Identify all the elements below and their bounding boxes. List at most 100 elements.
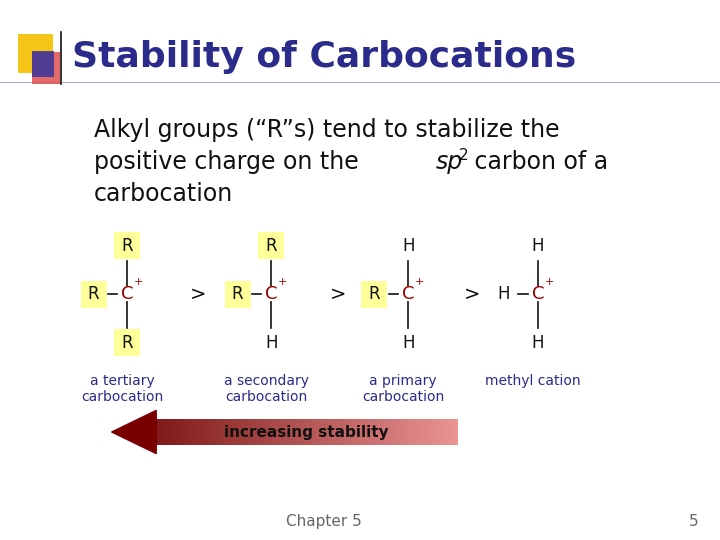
Bar <box>324 419 328 445</box>
Bar <box>354 419 358 445</box>
Bar <box>258 232 284 259</box>
Bar <box>259 419 262 445</box>
Bar <box>294 419 297 445</box>
Bar <box>171 419 174 445</box>
Bar <box>282 419 285 445</box>
Bar <box>317 419 320 445</box>
Text: H: H <box>265 334 278 352</box>
Text: 2: 2 <box>459 148 469 163</box>
Text: Chapter 5: Chapter 5 <box>286 514 362 529</box>
Bar <box>300 419 302 445</box>
Bar <box>349 419 353 445</box>
Text: a primary: a primary <box>369 374 437 388</box>
Text: carbocation: carbocation <box>81 390 163 404</box>
Bar <box>202 419 204 445</box>
Bar <box>186 419 189 445</box>
Bar <box>194 419 197 445</box>
Bar <box>425 419 428 445</box>
Bar <box>357 419 360 445</box>
Bar <box>450 419 453 445</box>
Bar <box>174 419 177 445</box>
Text: Stability of Carbocations: Stability of Carbocations <box>72 40 576 73</box>
Text: R: R <box>369 285 380 303</box>
Bar <box>261 419 265 445</box>
Bar <box>387 419 390 445</box>
Bar <box>163 419 167 445</box>
Bar <box>395 419 397 445</box>
Bar <box>227 419 230 445</box>
Bar <box>390 419 392 445</box>
Bar <box>224 419 228 445</box>
Bar <box>292 419 295 445</box>
Bar <box>305 419 307 445</box>
Bar <box>219 419 222 445</box>
Bar <box>455 419 458 445</box>
Bar <box>302 419 305 445</box>
Bar <box>377 419 380 445</box>
Text: R: R <box>88 285 99 303</box>
Bar <box>332 419 335 445</box>
Bar <box>374 419 378 445</box>
Bar <box>229 419 232 445</box>
Bar <box>420 419 423 445</box>
Bar <box>232 419 235 445</box>
Text: carbocation: carbocation <box>225 390 307 404</box>
Bar <box>284 419 287 445</box>
Text: H: H <box>498 285 510 303</box>
Bar <box>442 419 446 445</box>
Bar <box>297 419 300 445</box>
Bar <box>392 419 395 445</box>
Bar <box>209 419 212 445</box>
Bar <box>367 419 370 445</box>
Bar <box>427 419 431 445</box>
Bar <box>246 419 250 445</box>
Bar <box>256 419 260 445</box>
Bar <box>179 419 182 445</box>
Bar <box>372 419 375 445</box>
Text: +: + <box>415 278 425 287</box>
Bar <box>271 419 275 445</box>
Text: carbocation: carbocation <box>94 183 233 206</box>
Bar <box>440 419 443 445</box>
Bar <box>412 419 415 445</box>
Bar <box>344 419 348 445</box>
Bar <box>397 419 400 445</box>
Bar <box>114 329 140 356</box>
Text: +: + <box>134 278 144 287</box>
Bar <box>236 419 240 445</box>
Bar <box>407 419 410 445</box>
Bar <box>329 419 333 445</box>
Bar <box>189 419 192 445</box>
Bar <box>400 419 402 445</box>
Text: positive charge on the: positive charge on the <box>94 150 366 174</box>
Bar <box>307 419 310 445</box>
Bar <box>432 419 436 445</box>
Bar <box>334 419 338 445</box>
Bar <box>192 419 194 445</box>
Bar <box>361 281 387 308</box>
Bar <box>437 419 441 445</box>
Bar <box>156 419 159 445</box>
Text: C: C <box>531 285 544 303</box>
Text: R: R <box>266 237 277 255</box>
Bar <box>337 419 340 445</box>
Text: carbon of a: carbon of a <box>467 150 608 174</box>
Text: >: > <box>464 285 480 304</box>
Bar <box>379 419 383 445</box>
Bar <box>254 419 257 445</box>
Bar <box>422 419 426 445</box>
Bar <box>452 419 456 445</box>
Text: 5: 5 <box>689 514 698 529</box>
Text: Alkyl groups (“R”s) tend to stabilize the: Alkyl groups (“R”s) tend to stabilize th… <box>94 118 559 141</box>
Bar <box>217 419 220 445</box>
Bar <box>269 419 272 445</box>
Bar <box>266 419 270 445</box>
Text: +: + <box>544 278 554 287</box>
Bar <box>225 281 251 308</box>
Bar <box>382 419 385 445</box>
Text: carbocation: carbocation <box>362 390 444 404</box>
Text: methyl cation: methyl cation <box>485 374 580 388</box>
Bar <box>322 419 325 445</box>
Bar <box>166 419 169 445</box>
Bar <box>32 52 60 84</box>
